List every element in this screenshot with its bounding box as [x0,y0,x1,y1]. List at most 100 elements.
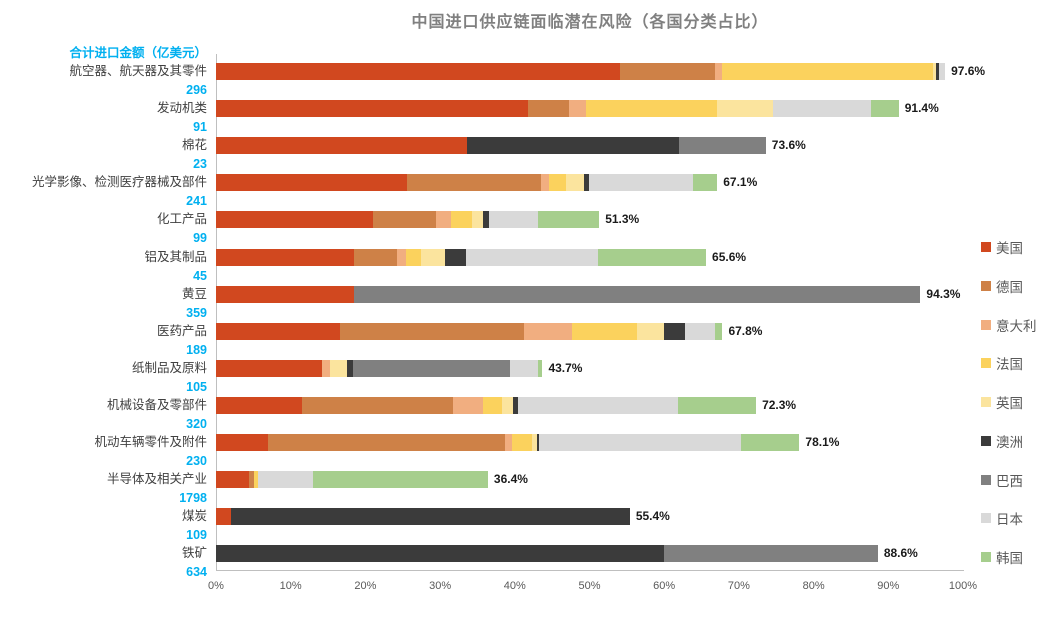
legend-swatch [981,435,991,446]
bar-segment [678,397,757,414]
amount-label: 296 [186,83,207,97]
bar-segment [216,286,355,303]
legend-swatch [981,552,991,562]
amount-label: 320 [186,417,207,431]
bar-segment [714,63,723,80]
bar-segment [472,211,484,228]
percent-label: 94.3% [926,287,961,301]
legend-swatch [981,474,991,485]
legend-label: 韩国 [996,551,1023,566]
bar-segment [714,323,723,340]
bar-segment [407,174,541,191]
amount-label: 230 [186,454,207,468]
category-label: 煤炭 [181,509,207,523]
amount-label: 1798 [179,491,207,505]
bar-segment [330,360,347,377]
bar-segment [936,63,940,80]
amount-label: 45 [193,269,207,283]
bar-segment [216,211,373,228]
percent-label: 36.4% [493,472,528,486]
bar-segment [531,434,538,451]
bar-segment [216,545,665,562]
bar-segment [216,397,302,414]
x-tick-label: 40% [503,580,526,592]
bar-segment [421,249,446,266]
legend-swatch [981,358,991,369]
stacked-bar [216,249,706,266]
bar-segment [539,434,742,451]
percent-label: 91.4% [904,101,939,115]
stacked-bar [216,508,630,525]
x-tick-label: 50% [578,580,601,592]
category-label: 光学影像、检测医疗器械及部件 [31,175,207,189]
bar-segment [540,174,550,191]
legend-swatch [981,319,991,330]
bar-segment [216,360,323,377]
bar-segment [216,323,340,340]
bar-segment [216,249,355,266]
x-tick-label: 0% [208,580,224,592]
category-label: 半导体及相关产业 [106,472,207,486]
x-tick-label: 10% [279,580,302,592]
amount-header: 合计进口金额（亿美元） [69,46,207,60]
bar-segment [517,397,679,414]
bar-segment [584,174,589,191]
bar-segment [664,323,686,340]
amount-label: 105 [186,380,207,394]
bar-segment [588,174,693,191]
bar-segment [537,360,543,377]
bar-segment [216,137,467,154]
amount-label: 23 [193,157,207,171]
bar-segment [406,249,422,266]
bar-segment [488,211,538,228]
percent-label: 73.6% [771,138,806,152]
bar-segment [372,211,437,228]
x-tick-label: 60% [653,580,676,592]
bar-segment [354,286,921,303]
amount-label: 189 [186,343,207,357]
x-axis-line [216,570,964,571]
bar-segment [466,137,680,154]
bar-segment [939,63,946,80]
bar-segment [257,471,314,488]
x-tick-label: 80% [802,580,825,592]
bar-segment [664,545,878,562]
category-label: 铝及其制品 [144,250,207,264]
stacked-bar [216,360,543,377]
legend-swatch [981,513,991,524]
percent-label: 67.8% [728,324,763,338]
amount-label: 91 [193,120,207,134]
bar-segment [216,471,249,488]
stacked-bar [216,174,718,191]
amount-label: 634 [186,565,207,579]
bar-segment [572,323,637,340]
bar-segment [230,508,630,525]
amount-label: 359 [186,306,207,320]
bar-segment [216,508,231,525]
bar-segment [566,174,585,191]
bar-segment [248,471,255,488]
bar-segment [685,323,715,340]
legend-label: 德国 [996,279,1023,295]
category-label: 纸制品及原料 [131,361,207,375]
bar-segment [354,249,397,266]
category-label: 化工产品 [156,212,207,226]
bar-segment [741,434,800,451]
bar-segment [537,434,540,451]
legend-item: 意大利 [981,316,1037,334]
x-tick-label: 90% [877,580,900,592]
x-tick-label: 100% [948,580,978,592]
bar-segment [483,211,489,228]
bar-segment [346,360,354,377]
legend-label: 法国 [996,357,1023,373]
bar-segment [216,174,408,191]
percent-label: 67.1% [723,175,758,189]
bar-segment [549,174,567,191]
stacked-bar [216,286,921,303]
percent-label: 88.6% [883,546,918,560]
bar-segment [482,397,503,414]
bar-segment [502,397,514,414]
category-label: 机动车辆零件及附件 [94,435,207,449]
stacked-bar [216,397,757,414]
bar-segment [353,360,511,377]
